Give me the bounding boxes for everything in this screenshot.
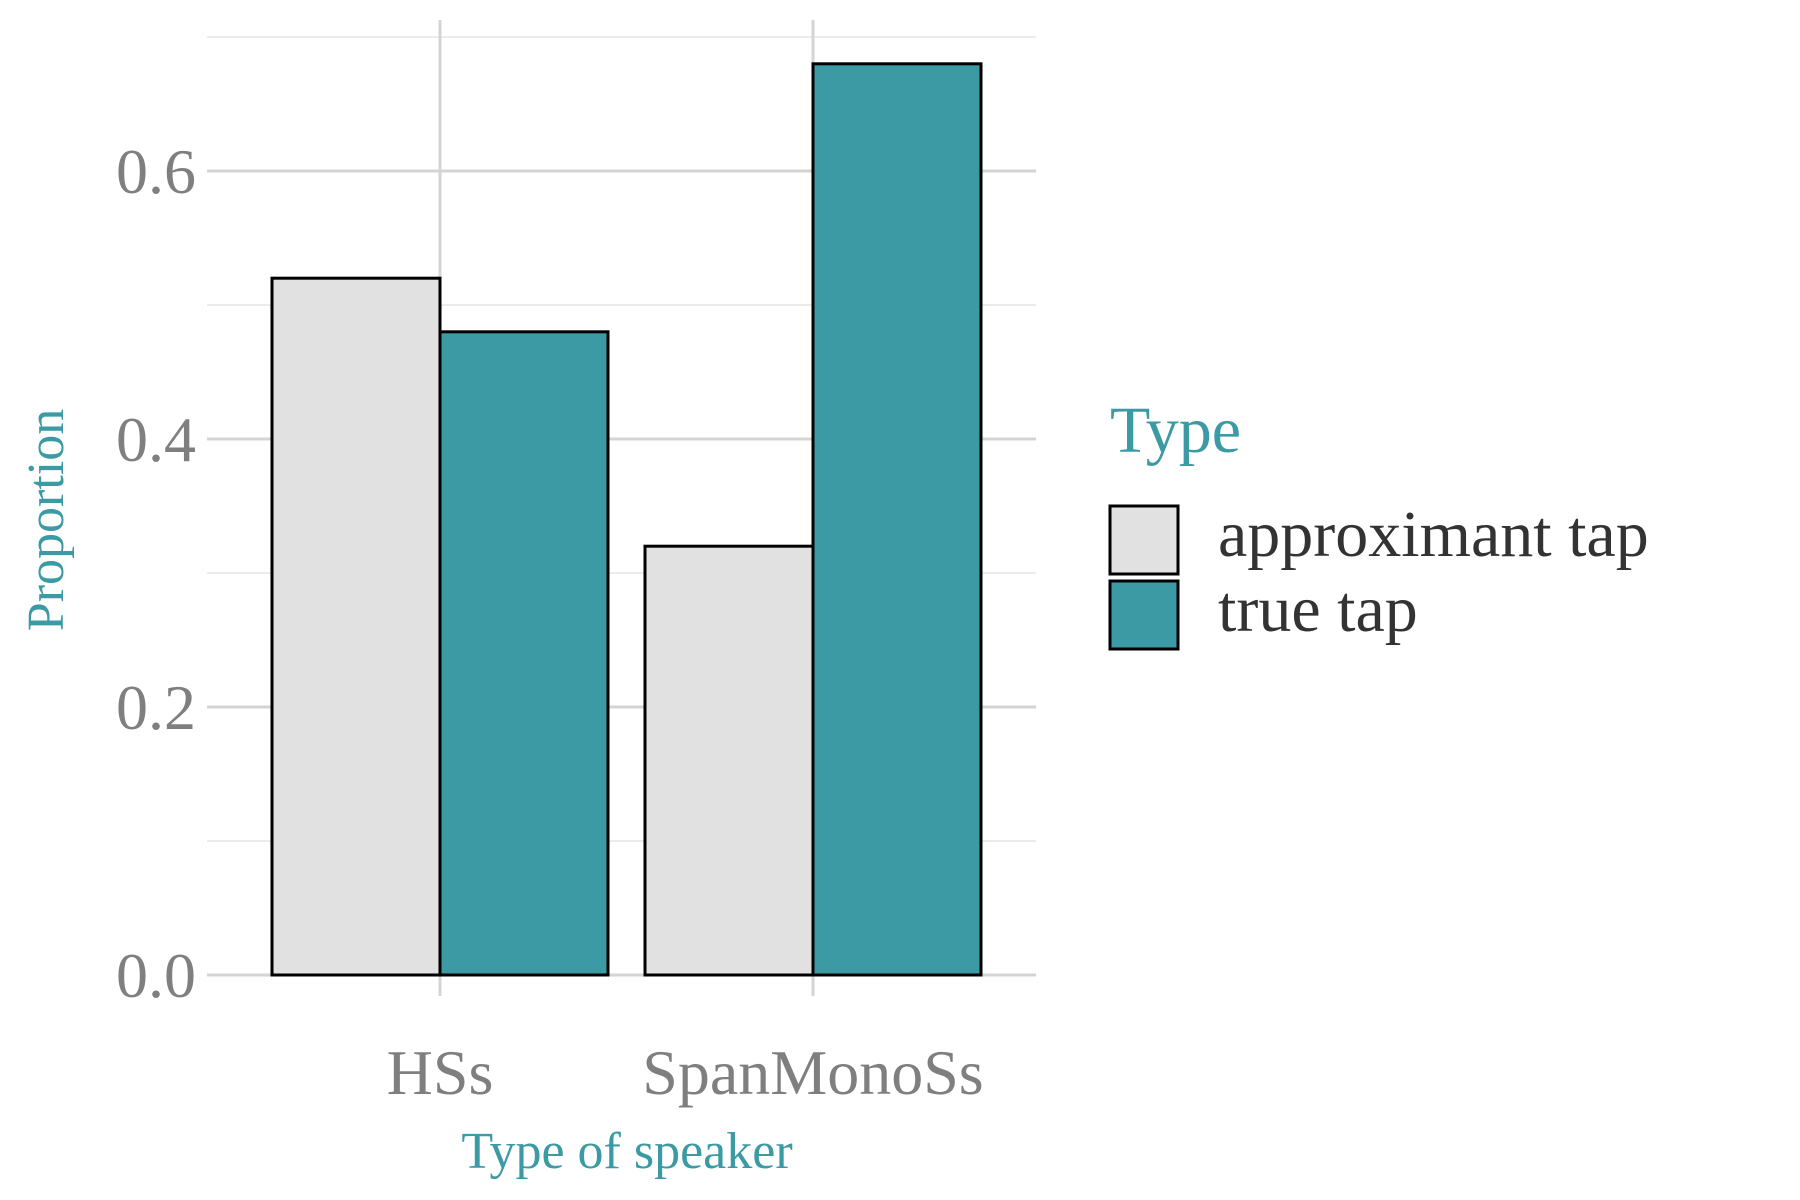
legend-label: approximant tap (1218, 498, 1649, 571)
legend-title: Type (1110, 394, 1241, 467)
legend-label: true tap (1218, 573, 1418, 646)
y-tick-label: 0.2 (116, 672, 196, 743)
legend-key-true-tap (1108, 579, 1180, 651)
y-axis-title: Proportion (18, 409, 75, 631)
x-tick-labels: HSs SpanMonoSs (387, 1037, 984, 1108)
bar-approximant-tap-spanmonoss (643, 544, 815, 977)
y-tick-label: 0.4 (116, 404, 196, 475)
y-tick-labels: 0.0 0.2 0.4 0.6 (116, 136, 196, 1011)
legend-key-approximant-tap (1108, 504, 1180, 576)
bars (270, 62, 983, 977)
y-tick-label: 0.6 (116, 136, 196, 207)
y-tick-label: 0.0 (116, 940, 196, 1011)
x-tick-label: HSs (387, 1037, 494, 1108)
x-tick-label: SpanMonoSs (642, 1037, 983, 1108)
bar-approximant-tap-hss (270, 276, 442, 977)
x-axis-title: Type of speaker (461, 1123, 792, 1180)
bar-true-tap-hss (438, 330, 610, 977)
bar-true-tap-spanmonoss (811, 62, 983, 977)
